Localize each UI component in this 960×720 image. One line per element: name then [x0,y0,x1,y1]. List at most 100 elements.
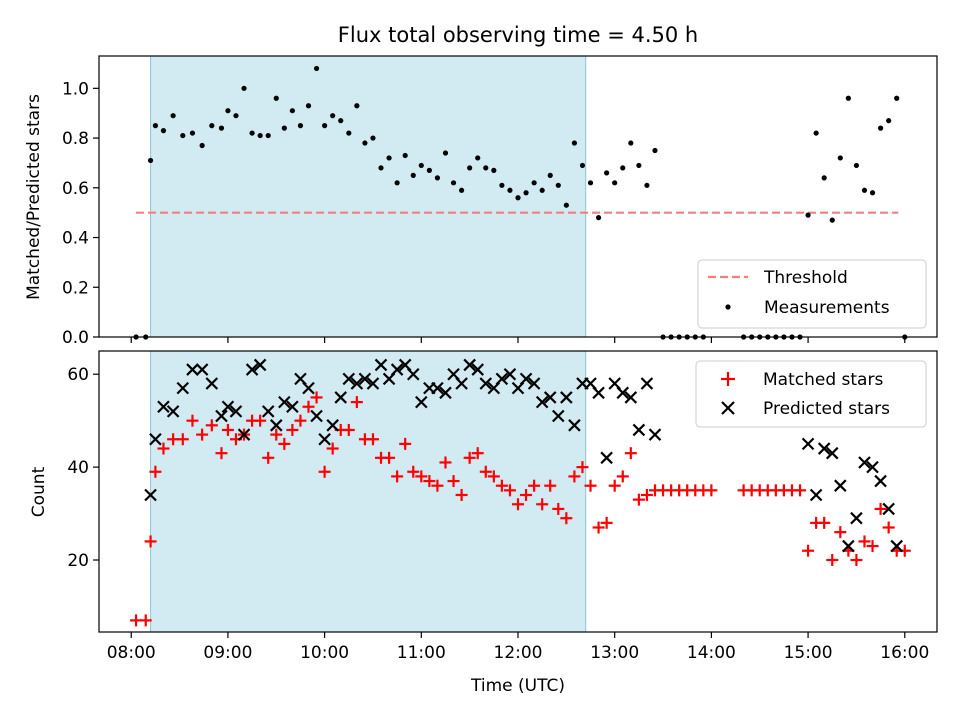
matched-star-point [176,433,189,446]
measurement-point [515,195,521,201]
matched-star-point [584,479,597,492]
measurement-point [805,212,811,218]
matched-star-point [262,451,275,464]
matched-star-point [415,470,428,483]
measurement-point [322,123,328,129]
matched-star-point [196,428,209,441]
predicted-star-point [149,432,162,446]
predicted-star-point [326,419,339,432]
measurement-point [507,187,513,193]
predicted-star-point [560,391,573,404]
predicted-star-point [253,358,267,372]
matched-star-point [447,475,460,488]
measurement-point [434,175,441,181]
predicted-star-point [842,539,855,553]
predicted-star-point [616,386,630,400]
measurement-point [209,123,215,129]
predicted-star-point [801,437,815,451]
matched-star-point [503,484,516,497]
measurement-point [894,95,900,101]
measurement-point [170,113,176,119]
matched-star-point [552,502,565,515]
predicted-star-point [310,409,323,423]
predicted-star-point [342,372,356,386]
measurement-points [133,65,908,340]
matched-star-point [186,414,199,427]
measurement-point [886,118,892,124]
measurement-point [531,180,537,186]
predicted-star-point [286,400,299,414]
top-observing-span [150,56,587,337]
legend-predicted-label: Predicted stars [763,399,890,419]
measurement-point [458,187,465,193]
matched-star-point [520,488,533,501]
predicted-star-point [600,451,613,465]
predicted-star-point [221,400,235,414]
matched-star-point [882,521,895,534]
matched-star-point [157,442,170,455]
measurement-point [330,113,336,119]
predicted-star-point [463,358,476,372]
top-legend: Threshold Measurements [697,259,927,329]
matched-star-point [632,493,645,506]
legend-matched-swatch [721,372,735,386]
predicted-star-point [858,456,871,469]
measurement-point [821,175,827,181]
measurement-point [289,108,295,114]
measurement-point [249,130,255,136]
matched-star-point [205,419,218,432]
measurement-point [467,165,473,171]
measurement-point [281,125,287,131]
legend-threshold-label: Threshold [763,268,848,288]
predicted-star-point [527,377,541,390]
matched-star-point [471,447,484,460]
predicted-star-point [186,363,199,376]
legend-matched-label: Matched stars [763,370,883,390]
measurement-point [628,140,634,146]
measurement-point [147,157,154,164]
top-legend-box [697,259,927,329]
x-tick-label: 12:00 [494,643,543,663]
predicted-star-point [890,539,903,553]
matched-star-point [215,447,228,460]
matched-star-point [350,396,363,409]
measurement-point [636,162,642,169]
measurement-point [442,150,449,156]
predicted-star-point [415,395,428,409]
matched-star-point [139,614,152,627]
matched-star-point [423,475,436,488]
measurement-point [869,190,876,196]
predicted-star-point [237,428,251,441]
measurement-point [837,155,843,161]
y-tick-label: 1.0 [62,79,89,99]
predicted-stars-points [144,358,903,553]
matched-star-point [407,465,420,478]
measurement-point [604,170,610,176]
matched-star-point [536,498,549,511]
measurement-point [652,147,658,154]
matched-star-point [826,554,839,567]
x-tick-label: 15:00 [784,643,833,663]
measurement-point [644,182,650,188]
matched-star-point [512,498,524,511]
bottom-y-axis-label: Count [29,466,49,517]
bottom-panel: 20 40 60 08:00 09:00 10:00 11:00 12:00 13:00 14:… [29,350,938,696]
matched-star-point [149,465,162,478]
measurement-point [499,182,505,188]
matched-star-point [568,470,581,483]
y-tick-label: 0.4 [62,229,89,249]
predicted-star-point [495,372,509,386]
x-tick-label: 10:00 [300,643,349,663]
chart-title: Flux total observing time = 4.50 h [338,23,698,47]
matched-star-point [342,423,355,436]
legend-predicted-swatch [721,401,735,415]
matched-star-point [221,423,234,436]
predicted-star-point [817,442,831,455]
measurement-point [418,162,424,169]
measurement-point [523,190,529,196]
bottom-y-ticks: 20 40 60 [67,365,99,571]
matched-star-point [487,470,500,483]
predicted-star-point [261,405,275,418]
matched-star-point [270,428,283,441]
matched-star-point [624,447,637,460]
